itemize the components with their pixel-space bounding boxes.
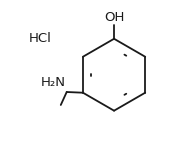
Text: HCl: HCl bbox=[29, 32, 52, 45]
Text: OH: OH bbox=[104, 11, 124, 24]
Text: H₂N: H₂N bbox=[41, 76, 66, 89]
